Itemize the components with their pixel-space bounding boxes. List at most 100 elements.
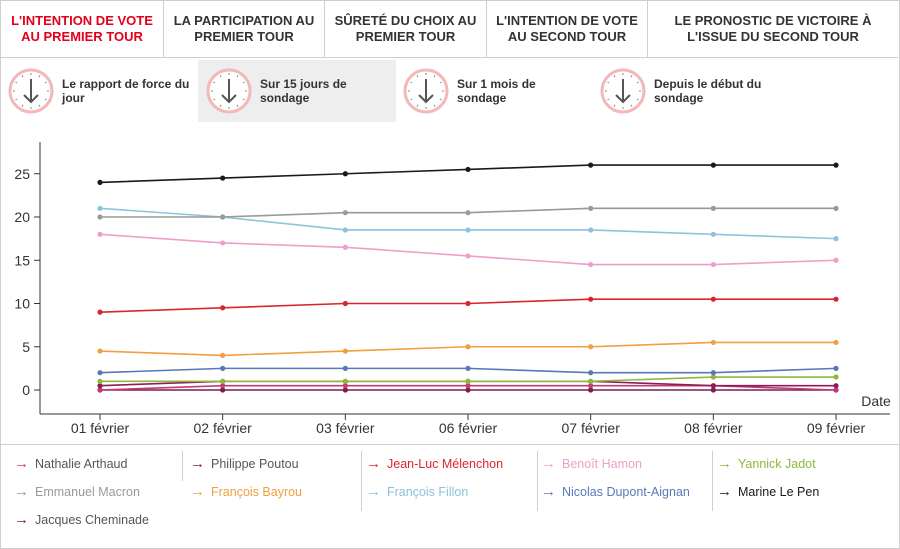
data-point: [710, 387, 716, 393]
legend-item-poutou[interactable]: → Philippe Poutou: [190, 455, 299, 472]
data-point: [342, 227, 348, 233]
clock-tick: [410, 98, 413, 101]
data-point: [833, 365, 839, 371]
legend-label: Benoît Hamon: [562, 456, 642, 471]
data-point: [833, 236, 839, 242]
data-point: [710, 205, 716, 211]
clock-tick: [15, 81, 18, 84]
x-tick-label: 09 février: [807, 420, 866, 436]
y-tick-label: 10: [14, 296, 30, 312]
data-point: [220, 214, 226, 220]
data-point: [833, 257, 839, 263]
arrow-right-icon: →: [14, 455, 29, 472]
period-label: Depuis le début du sondage: [654, 77, 762, 105]
legend-divider: [712, 451, 713, 511]
clock-tick: [236, 75, 239, 78]
y-tick-label: 0: [22, 382, 30, 398]
data-point: [342, 171, 348, 177]
line-chart: 0 5 10 15 20 25 01 février 02 février 03 février…: [14, 142, 891, 436]
tab-participation-premier-tour[interactable]: LA PARTICIPATION AU PREMIER TOUR: [164, 1, 325, 57]
clock-tick: [433, 75, 436, 78]
legend-item-hamon[interactable]: → Benoît Hamon: [541, 455, 642, 472]
data-point: [465, 210, 471, 216]
clock-tick: [416, 75, 419, 78]
legend-item-bayrou[interactable]: → François Bayrou: [190, 483, 302, 500]
tab-intention-second-tour[interactable]: L'INTENTION DE VOTE AU SECOND TOUR: [487, 1, 648, 57]
clock-tick: [630, 104, 633, 107]
arrow-right-icon: →: [366, 483, 381, 500]
data-point: [97, 348, 103, 354]
data-point: [465, 227, 471, 233]
data-point: [710, 370, 716, 376]
data-point: [97, 383, 103, 389]
legend-label: Nathalie Arthaud: [35, 456, 128, 471]
data-point: [588, 162, 594, 168]
clock-tick: [613, 104, 616, 107]
legend-label: Marine Le Pen: [738, 484, 820, 499]
clock-tick: [607, 98, 610, 101]
data-point: [710, 231, 716, 237]
period-1-mois[interactable]: Sur 1 mois de sondage: [395, 60, 592, 122]
legend-item-macron[interactable]: → Emmanuel Macron: [14, 483, 140, 500]
arrow-right-icon: →: [190, 483, 205, 500]
clock-arrow: [615, 94, 631, 104]
data-point: [220, 240, 226, 246]
clock-tick: [410, 81, 413, 84]
y-tick-label: 20: [14, 209, 30, 225]
period-depuis-debut[interactable]: Depuis le début du sondage: [592, 60, 789, 122]
data-point: [342, 365, 348, 371]
data-point: [588, 344, 594, 350]
legend-item-fillon[interactable]: → François Fillon: [366, 483, 468, 500]
data-point: [465, 365, 471, 371]
legend-divider: [182, 451, 183, 481]
data-point: [588, 387, 594, 393]
x-tick-label: 01 février: [71, 420, 130, 436]
clock-tick: [21, 75, 24, 78]
legend-item-le-pen[interactable]: → Marine Le Pen: [717, 483, 819, 500]
data-point: [97, 378, 103, 384]
clock-tick: [38, 104, 41, 107]
data-point: [710, 383, 716, 389]
tab-surete-choix[interactable]: SÛRETÉ DU CHOIX AU PREMIER TOUR: [325, 1, 487, 57]
x-tick-label: 06 février: [439, 420, 498, 436]
period-jour[interactable]: Le rapport de force du jour: [0, 60, 197, 122]
legend-item-dupont-aignan[interactable]: → Nicolas Dupont-Aignan: [541, 483, 690, 500]
clock-tick: [38, 75, 41, 78]
data-point: [588, 227, 594, 233]
legend-item-arthaud[interactable]: → Nathalie Arthaud: [14, 455, 127, 472]
x-tick-label: 02 février: [193, 420, 252, 436]
data-point: [465, 383, 471, 389]
data-point: [342, 210, 348, 216]
data-point: [710, 261, 716, 268]
data-point: [710, 296, 716, 302]
clock-tick: [439, 98, 442, 101]
data-point: [833, 383, 839, 389]
data-point: [220, 365, 226, 371]
data-point: [833, 374, 839, 380]
data-point: [342, 348, 348, 354]
clock-tick: [439, 81, 442, 84]
clock-tick: [433, 104, 436, 107]
legend-label: Jean-Luc Mélenchon: [387, 456, 504, 471]
data-point: [833, 339, 839, 346]
y-tick-label: 5: [22, 339, 30, 355]
legend-item-cheminade[interactable]: → Jacques Cheminade: [14, 511, 149, 528]
period-15-jours[interactable]: Sur 15 jours de sondage: [198, 60, 396, 122]
legend-label: Yannick Jadot: [738, 456, 816, 471]
legend-item-jadot[interactable]: → Yannick Jadot: [717, 455, 816, 472]
legend-label: Jacques Cheminade: [35, 512, 149, 527]
arrow-right-icon: →: [14, 483, 29, 500]
data-point: [220, 175, 226, 181]
data-point: [465, 253, 471, 259]
arrow-right-icon: →: [717, 483, 732, 500]
period-label: Sur 1 mois de sondage: [457, 77, 536, 105]
data-point: [97, 370, 103, 376]
tab-intention-premier-tour[interactable]: L'INTENTION DE VOTE AU PREMIER TOUR: [1, 1, 164, 57]
tab-pronostic-victoire[interactable]: LE PRONOSTIC DE VICTOIRE À L'ISSUE DU SE…: [674, 13, 872, 44]
legend-item-melenchon[interactable]: → Jean-Luc Mélenchon: [366, 455, 503, 472]
data-point: [833, 387, 839, 393]
data-point: [342, 244, 348, 250]
clock-tick: [44, 81, 47, 84]
legend-label: Emmanuel Macron: [35, 484, 140, 499]
period-selector: Le rapport de force du jour Sur 15 jours…: [0, 58, 900, 124]
